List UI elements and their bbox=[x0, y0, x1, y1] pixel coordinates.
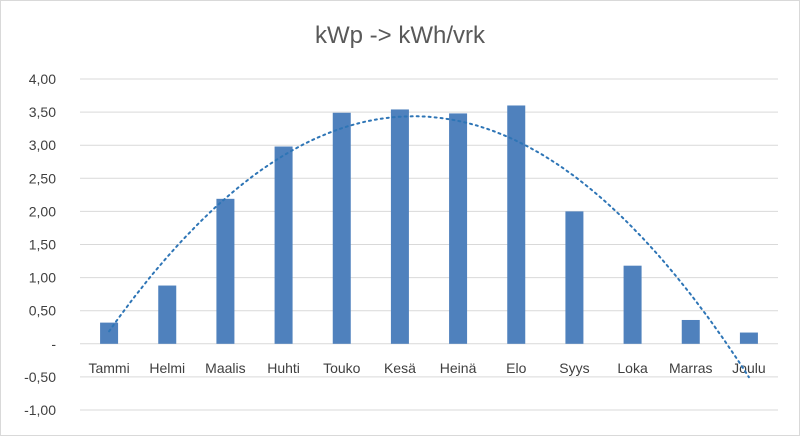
bar-heinä bbox=[449, 113, 468, 344]
x-tick-label: Maalis bbox=[205, 360, 245, 376]
bar-joulu bbox=[739, 332, 758, 344]
bar-helmi bbox=[158, 285, 177, 344]
x-tick-label: Kesä bbox=[384, 360, 416, 376]
x-tick-label: Loka bbox=[617, 360, 648, 376]
y-tick-label: - bbox=[51, 336, 56, 352]
gridlines bbox=[80, 78, 778, 411]
y-tick-label: 0,50 bbox=[29, 303, 56, 319]
bar-elo bbox=[507, 105, 526, 344]
x-tick-label: Heinä bbox=[440, 360, 477, 376]
y-tick-label: 3,00 bbox=[29, 137, 56, 153]
y-tick-label: -1,00 bbox=[24, 402, 56, 418]
bar-touko bbox=[332, 112, 351, 344]
y-tick-label: 2,50 bbox=[29, 170, 56, 186]
y-tick-label: 1,00 bbox=[29, 270, 56, 286]
x-tick-label: Elo bbox=[506, 360, 526, 376]
trendline bbox=[108, 115, 750, 379]
x-tick-label: Syys bbox=[559, 360, 589, 376]
y-tick-label: 2,00 bbox=[29, 203, 56, 219]
x-tick-label: Tammi bbox=[88, 360, 129, 376]
x-axis: Tammi Helmi Maalis Huhti Touko Kesä Heinä Elo Sy… bbox=[88, 360, 765, 376]
bar-marras bbox=[681, 319, 700, 344]
chart-title: kWp -> kWh/vrk bbox=[314, 22, 485, 49]
bar-maalis bbox=[216, 198, 235, 344]
bar-loka bbox=[623, 265, 642, 344]
x-tick-label: Touko bbox=[323, 360, 361, 376]
trendline-path bbox=[108, 115, 750, 379]
y-axis: 4,00 3,50 3,00 2,50 2,00 1,50 1,00 0,50 - -0,50 -1… bbox=[24, 71, 56, 418]
y-tick-label: 1,50 bbox=[29, 237, 56, 253]
x-tick-label: Huhti bbox=[267, 360, 300, 376]
bar-kesä bbox=[390, 109, 409, 344]
bar-syys bbox=[565, 211, 584, 344]
bars bbox=[100, 105, 758, 344]
x-tick-label: Marras bbox=[669, 360, 713, 376]
bar-huhti bbox=[274, 146, 293, 344]
x-tick-label: Helmi bbox=[149, 360, 185, 376]
x-tick-label: Joulu bbox=[732, 360, 765, 376]
bar-tammi bbox=[100, 322, 119, 344]
y-tick-label: -0,50 bbox=[24, 369, 56, 385]
y-tick-label: 3,50 bbox=[29, 104, 56, 120]
y-tick-label: 4,00 bbox=[29, 71, 56, 87]
